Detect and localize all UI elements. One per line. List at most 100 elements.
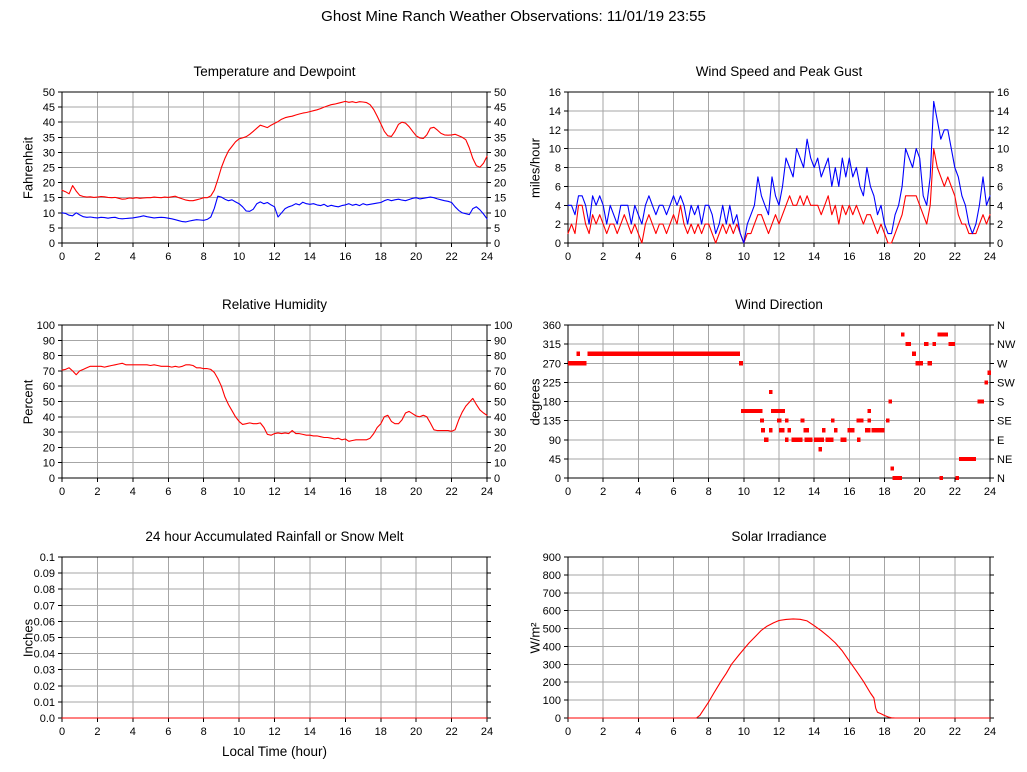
svg-text:45: 45 xyxy=(494,102,506,114)
solar-irradiance-chart: Solar Irradiance W/m² 0 2 4 6 8 10 12 14 16 18 20 2… xyxy=(517,525,1027,772)
svg-text:4: 4 xyxy=(635,251,641,263)
svg-text:10: 10 xyxy=(43,458,55,470)
svg-text:4: 4 xyxy=(555,200,561,212)
svg-text:12: 12 xyxy=(268,251,280,263)
svg-text:20: 20 xyxy=(494,178,506,190)
svg-text:0: 0 xyxy=(59,726,65,738)
svg-text:12: 12 xyxy=(268,486,280,498)
svg-text:200: 200 xyxy=(543,677,561,689)
svg-text:16: 16 xyxy=(339,251,351,263)
svg-text:135: 135 xyxy=(543,416,561,428)
svg-text:10: 10 xyxy=(549,144,561,156)
svg-text:14: 14 xyxy=(549,106,561,118)
svg-text:900: 900 xyxy=(543,552,561,564)
svg-text:10: 10 xyxy=(738,726,750,738)
svg-text:14: 14 xyxy=(304,251,316,263)
svg-text:14: 14 xyxy=(997,106,1009,118)
svg-text:12: 12 xyxy=(773,726,785,738)
svg-text:6: 6 xyxy=(670,486,676,498)
svg-text:90: 90 xyxy=(43,335,55,347)
svg-text:14: 14 xyxy=(808,251,820,263)
svg-text:360: 360 xyxy=(543,320,561,332)
svg-text:40: 40 xyxy=(43,117,55,129)
svg-text:SE: SE xyxy=(997,416,1012,428)
svg-text:6: 6 xyxy=(670,726,676,738)
svg-text:50: 50 xyxy=(494,397,506,409)
chart-title: 24 hour Accumulated Rainfall or Snow Mel… xyxy=(145,529,404,544)
svg-text:20: 20 xyxy=(410,251,422,263)
svg-text:16: 16 xyxy=(339,726,351,738)
svg-text:12: 12 xyxy=(549,125,561,137)
svg-text:24: 24 xyxy=(481,486,493,498)
svg-text:16: 16 xyxy=(549,87,561,99)
svg-text:60: 60 xyxy=(494,381,506,393)
svg-text:24: 24 xyxy=(984,486,996,498)
svg-text:0: 0 xyxy=(59,486,65,498)
svg-text:12: 12 xyxy=(997,125,1009,137)
svg-text:30: 30 xyxy=(494,427,506,439)
svg-text:0: 0 xyxy=(555,473,561,485)
svg-text:0.08: 0.08 xyxy=(34,584,55,596)
svg-text:0.01: 0.01 xyxy=(34,697,55,709)
svg-text:50: 50 xyxy=(43,87,55,99)
svg-text:6: 6 xyxy=(165,251,171,263)
svg-text:4: 4 xyxy=(997,200,1003,212)
svg-text:10: 10 xyxy=(494,458,506,470)
svg-text:700: 700 xyxy=(543,588,561,600)
svg-text:0: 0 xyxy=(565,726,571,738)
svg-text:14: 14 xyxy=(808,726,820,738)
svg-text:12: 12 xyxy=(268,726,280,738)
svg-text:20: 20 xyxy=(914,486,926,498)
svg-text:20: 20 xyxy=(43,178,55,190)
svg-text:80: 80 xyxy=(43,351,55,363)
svg-text:0.06: 0.06 xyxy=(34,616,55,628)
svg-text:35: 35 xyxy=(43,132,55,144)
svg-text:4: 4 xyxy=(130,486,136,498)
svg-text:20: 20 xyxy=(410,486,422,498)
svg-text:20: 20 xyxy=(494,442,506,454)
svg-text:30: 30 xyxy=(43,147,55,159)
svg-text:100: 100 xyxy=(494,320,512,332)
svg-text:2: 2 xyxy=(997,219,1003,231)
rainfall-plot: 0 2 4 6 8 10 12 14 16 18 20 22 240.00.010.020.030.04… xyxy=(34,552,494,738)
svg-text:0.03: 0.03 xyxy=(34,665,55,677)
relative-humidity-chart: Relative Humidity Percent 0 2 4 6 8 10 12 14 16 1… xyxy=(10,293,520,508)
svg-text:W: W xyxy=(997,358,1008,370)
svg-text:22: 22 xyxy=(949,486,961,498)
svg-text:4: 4 xyxy=(130,251,136,263)
svg-text:NW: NW xyxy=(997,339,1016,351)
svg-text:10: 10 xyxy=(997,144,1009,156)
svg-text:8: 8 xyxy=(201,251,207,263)
svg-text:25: 25 xyxy=(43,163,55,175)
svg-text:2: 2 xyxy=(94,726,100,738)
svg-text:20: 20 xyxy=(410,726,422,738)
svg-text:400: 400 xyxy=(543,641,561,653)
svg-text:0: 0 xyxy=(565,486,571,498)
svg-text:14: 14 xyxy=(304,486,316,498)
svg-text:0: 0 xyxy=(49,238,55,250)
svg-text:90: 90 xyxy=(549,435,561,447)
svg-text:80: 80 xyxy=(494,351,506,363)
svg-text:90: 90 xyxy=(494,335,506,347)
svg-text:5: 5 xyxy=(494,223,500,235)
svg-text:6: 6 xyxy=(165,726,171,738)
svg-text:25: 25 xyxy=(494,163,506,175)
svg-text:0.04: 0.04 xyxy=(34,649,55,661)
svg-text:16: 16 xyxy=(339,486,351,498)
svg-text:22: 22 xyxy=(949,726,961,738)
svg-text:6: 6 xyxy=(555,181,561,193)
svg-text:0.07: 0.07 xyxy=(34,600,55,612)
chart-title: Relative Humidity xyxy=(221,297,328,312)
svg-text:18: 18 xyxy=(878,726,890,738)
svg-text:24: 24 xyxy=(984,726,996,738)
svg-text:20: 20 xyxy=(43,442,55,454)
svg-text:300: 300 xyxy=(543,659,561,671)
svg-text:15: 15 xyxy=(43,193,55,205)
svg-text:N: N xyxy=(997,320,1005,332)
svg-text:50: 50 xyxy=(43,397,55,409)
svg-text:18: 18 xyxy=(878,251,890,263)
